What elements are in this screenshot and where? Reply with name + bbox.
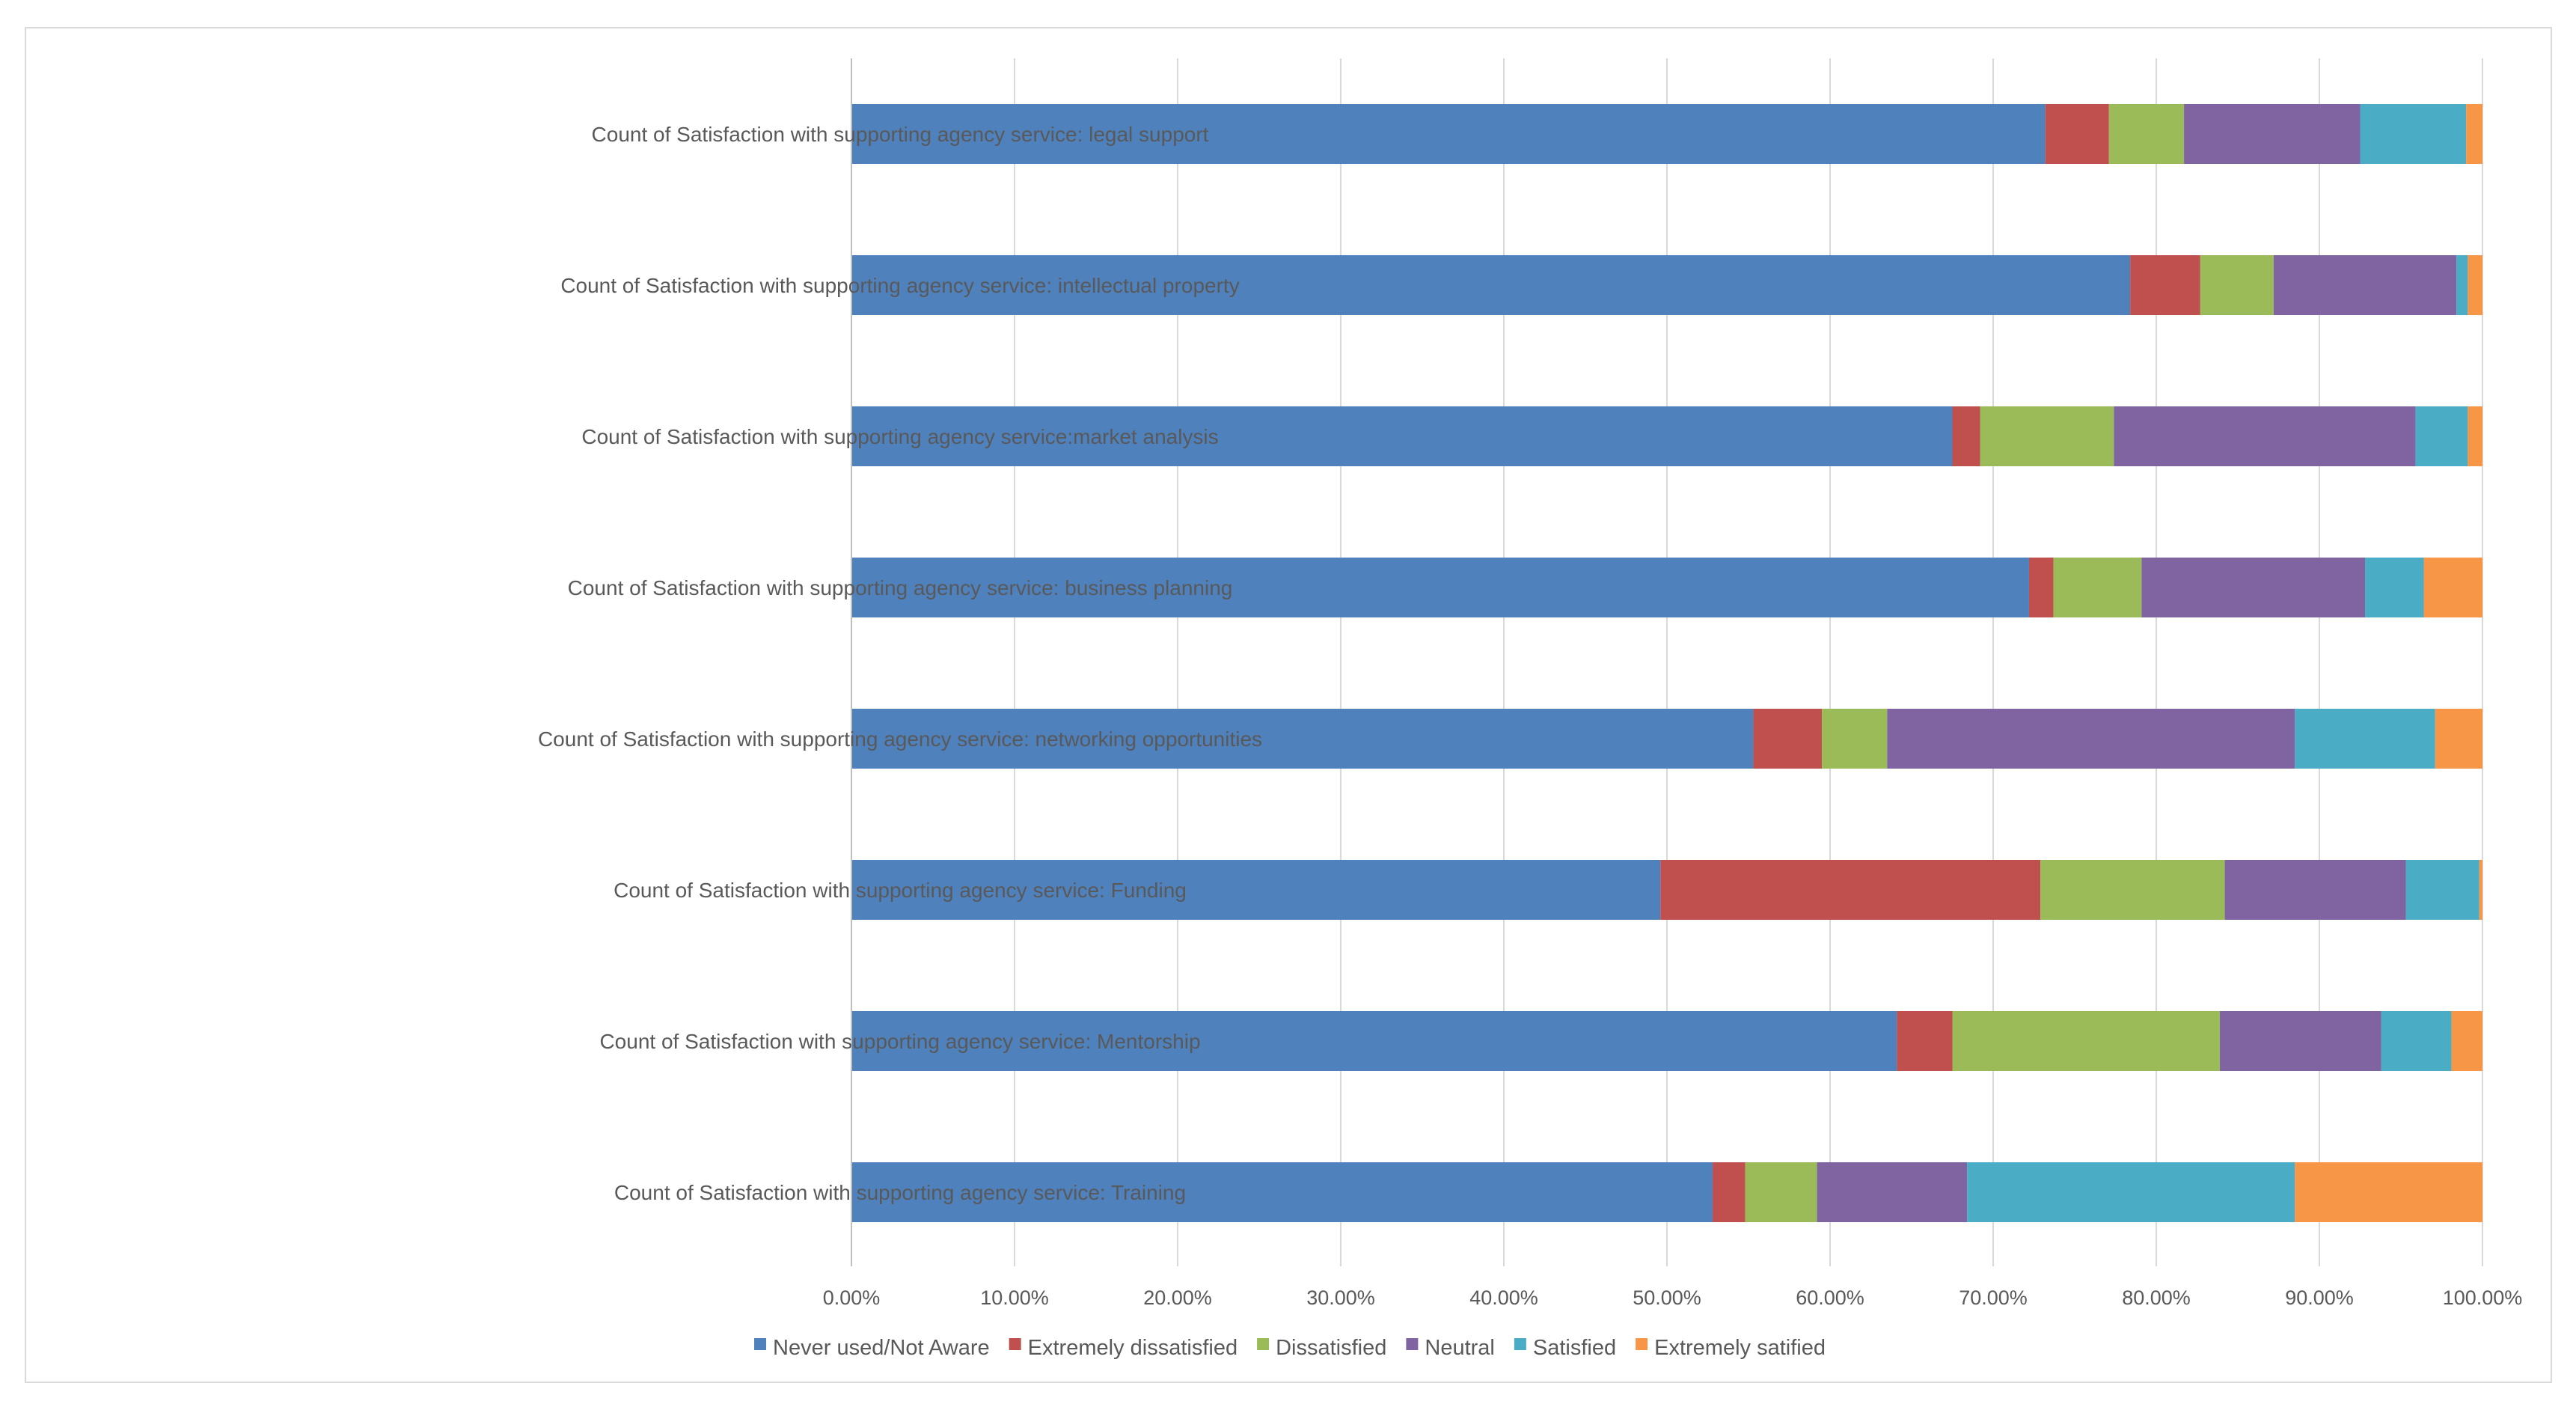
category-label: Count of Satisfaction with supporting ag…	[614, 879, 1187, 902]
category-label: Count of Satisfaction with supporting ag…	[614, 1181, 1186, 1204]
bar-series	[851, 104, 2482, 1222]
x-tick-label: 0.00%	[823, 1287, 881, 1309]
bar-segment	[2130, 255, 2200, 315]
legend-swatch	[1009, 1338, 1021, 1350]
bar-segment	[1952, 406, 1980, 466]
legend: Never used/Not Aware Extremely dissatisfi…	[754, 1336, 1826, 1360]
bar-segment	[2220, 1011, 2381, 1071]
bar-segment	[2451, 1011, 2482, 1071]
bar-segment	[2479, 860, 2482, 920]
bar-segment	[2456, 255, 2468, 315]
bar-segment	[851, 406, 1953, 466]
x-tick-label: 80.00%	[2122, 1287, 2191, 1309]
legend-swatch	[754, 1338, 767, 1350]
bar-segment	[2415, 406, 2468, 466]
legend-swatch	[1406, 1338, 1419, 1350]
legend-item: Satisfied	[1514, 1336, 1616, 1360]
x-tick-label: 10.00%	[980, 1287, 1049, 1309]
category-label: Count of Satisfaction with supporting ag…	[568, 576, 1233, 599]
bar-segment	[2381, 1011, 2452, 1071]
x-tick-label: 70.00%	[1959, 1287, 2028, 1309]
bar-segment	[2468, 255, 2482, 315]
bar-segment	[2184, 104, 2361, 164]
category-label: Count of Satisfaction with supporting ag…	[560, 274, 1239, 297]
legend-item: Never used/Not Aware	[754, 1336, 990, 1360]
bar-segment	[2295, 709, 2435, 769]
bar-segment	[2468, 406, 2482, 466]
bar-segment	[2224, 860, 2406, 920]
bar-segment	[1753, 709, 1823, 769]
bar-segment	[1660, 860, 2041, 920]
bar-segment	[851, 860, 1661, 920]
legend-label: Extremely dissatisfied	[1028, 1336, 1237, 1360]
x-tick-label: 50.00%	[1633, 1287, 1701, 1309]
legend-swatch	[1636, 1338, 1648, 1350]
bar-segment	[1952, 1011, 2221, 1071]
legend-label: Dissatisfied	[1276, 1336, 1386, 1360]
stacked-bar-chart: Count of Satisfaction with supporting ag…	[538, 58, 2523, 1360]
bar-segment	[851, 255, 2131, 315]
x-tick-label: 90.00%	[2285, 1287, 2354, 1309]
x-tick-labels: 0.00% 10.00% 20.00% 30.00% 40.00% 50.00% 60.00…	[823, 1287, 2523, 1309]
bar-segment	[851, 558, 2029, 617]
bar-segment	[851, 104, 2046, 164]
x-tick-label: 60.00%	[1796, 1287, 1864, 1309]
bar-segment	[1897, 1011, 1953, 1071]
legend-item: Neutral	[1406, 1336, 1495, 1360]
bar-segment	[851, 1162, 1713, 1222]
bar-segment	[1980, 406, 2114, 466]
legend-item: Extremely dissatisfied	[1009, 1336, 1237, 1360]
bar-segment	[1887, 709, 2295, 769]
bar-segment	[2466, 104, 2482, 164]
bar-segment	[851, 1011, 1897, 1071]
legend-item: Extremely satified	[1636, 1336, 1826, 1360]
bar-segment	[2045, 104, 2109, 164]
x-tick-label: 100.00%	[2443, 1287, 2523, 1309]
bar-segment	[2040, 860, 2225, 920]
legend-label: Neutral	[1425, 1336, 1495, 1360]
legend-swatch	[1257, 1338, 1270, 1350]
category-label: Count of Satisfaction with supporting ag…	[599, 1030, 1200, 1053]
bar-segment	[2360, 104, 2467, 164]
bar-segment	[1745, 1162, 1817, 1222]
x-tick-label: 20.00%	[1143, 1287, 1212, 1309]
legend-label: Satisfied	[1533, 1336, 1616, 1360]
bar-segment	[2295, 1162, 2482, 1222]
bar-segment	[1817, 1162, 1968, 1222]
bar-segment	[2365, 558, 2424, 617]
bar-segment	[851, 709, 1754, 769]
bar-segment	[2114, 406, 2416, 466]
x-tick-label: 40.00%	[1469, 1287, 1538, 1309]
x-tick-label: 30.00%	[1306, 1287, 1375, 1309]
legend-label: Never used/Not Aware	[773, 1336, 990, 1360]
bar-segment	[1967, 1162, 2295, 1222]
bar-segment	[2423, 558, 2482, 617]
chart-area: Count of Satisfaction with supporting ag…	[25, 27, 2552, 1383]
bar-segment	[2053, 558, 2142, 617]
bar-segment	[2405, 860, 2479, 920]
legend-label: Extremely satified	[1654, 1336, 1826, 1360]
category-label: Count of Satisfaction with supporting ag…	[592, 123, 1209, 146]
bar-segment	[2200, 255, 2274, 315]
bar-segment	[2435, 709, 2482, 769]
category-label: Count of Satisfaction with supporting ag…	[538, 727, 1262, 751]
bar-segment	[1822, 709, 1888, 769]
bar-segment	[2028, 558, 2054, 617]
bar-segment	[2273, 255, 2457, 315]
bar-segment	[1713, 1162, 1746, 1222]
gridlines	[1014, 58, 2483, 1266]
bar-segment	[2141, 558, 2366, 617]
category-label: Count of Satisfaction with supporting ag…	[581, 425, 1218, 448]
legend-item: Dissatisfied	[1257, 1336, 1386, 1360]
bar-segment	[2108, 104, 2185, 164]
legend-swatch	[1514, 1338, 1526, 1350]
category-labels: Count of Satisfaction with supporting ag…	[538, 123, 1262, 1204]
